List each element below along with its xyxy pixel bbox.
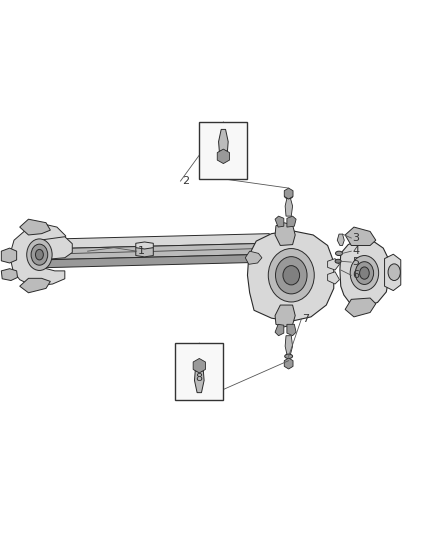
Ellipse shape [335,259,341,263]
Ellipse shape [27,239,52,270]
Ellipse shape [276,257,307,294]
Polygon shape [385,254,401,290]
Polygon shape [193,359,205,373]
Polygon shape [285,197,293,216]
Polygon shape [39,243,268,260]
Text: 2: 2 [182,176,189,186]
Polygon shape [340,239,389,307]
Text: 4: 4 [353,246,360,256]
Ellipse shape [355,262,374,285]
Polygon shape [36,240,39,262]
Polygon shape [39,233,269,249]
Ellipse shape [268,248,314,302]
Ellipse shape [285,194,293,199]
Polygon shape [1,248,17,263]
Text: 3: 3 [353,233,360,243]
Polygon shape [285,336,293,356]
Polygon shape [219,130,228,152]
Polygon shape [245,251,262,264]
Ellipse shape [283,265,300,285]
Polygon shape [1,269,18,280]
Polygon shape [39,254,268,268]
Ellipse shape [336,251,343,255]
Polygon shape [20,278,50,293]
Polygon shape [217,149,230,164]
Text: 5: 5 [353,257,360,267]
Polygon shape [275,305,295,327]
Polygon shape [275,216,284,227]
Bar [175,343,223,400]
Ellipse shape [388,264,400,280]
Polygon shape [275,223,295,246]
Polygon shape [287,324,296,336]
Polygon shape [136,246,153,257]
Ellipse shape [219,150,228,155]
Polygon shape [194,369,204,393]
Polygon shape [284,188,293,199]
Polygon shape [247,231,334,321]
Ellipse shape [35,249,43,260]
Text: 6: 6 [353,270,360,280]
Polygon shape [10,223,66,286]
Polygon shape [345,298,376,317]
Polygon shape [345,227,376,246]
Polygon shape [136,242,153,249]
Bar [199,122,247,179]
Text: 7: 7 [302,314,309,324]
Polygon shape [337,234,344,246]
Polygon shape [275,324,284,336]
Polygon shape [39,237,72,260]
Ellipse shape [360,267,369,279]
Text: 8: 8 [195,373,202,383]
Polygon shape [328,259,339,270]
Text: 1: 1 [138,246,145,256]
Polygon shape [287,216,296,227]
Ellipse shape [31,244,48,265]
Ellipse shape [350,255,378,290]
Polygon shape [284,358,293,369]
Ellipse shape [285,354,293,359]
Polygon shape [328,272,339,284]
Polygon shape [20,219,50,235]
Ellipse shape [195,367,204,372]
